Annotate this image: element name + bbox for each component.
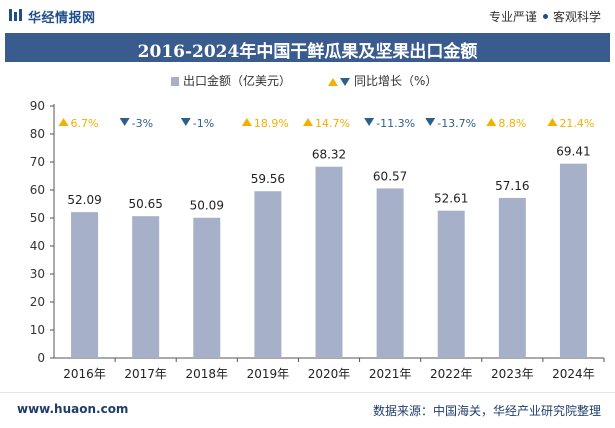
y-tick-label: 50 — [30, 211, 45, 225]
bar-value-label: 60.57 — [373, 169, 407, 183]
bar-value-label: 50.65 — [128, 197, 162, 211]
footer-url[interactable]: www.huaon.com — [17, 402, 129, 416]
bar — [193, 217, 221, 358]
bar-value-label: 69.41 — [556, 145, 590, 159]
x-tick-label: 2021年 — [369, 367, 412, 381]
growth-label: 21.4% — [559, 117, 594, 130]
legend-down-triangle-icon — [340, 78, 350, 86]
x-tick-label: 2016年 — [63, 367, 106, 381]
legend-label-growth: 同比增长（%） — [354, 74, 437, 88]
tagline-dot-icon — [542, 14, 548, 19]
title-bar: 2016-2024年中国干鲜瓜果及坚果出口金额 — [5, 33, 610, 62]
bar-value-label: 52.09 — [67, 193, 101, 207]
x-tick-label: 2020年 — [308, 367, 351, 381]
bar — [132, 216, 160, 358]
growth-up-triangle-icon — [303, 118, 313, 126]
footer: www.huaon.com 数据来源：中国海关，华经产业研究院整理 — [0, 392, 615, 428]
growth-up-triangle-icon — [486, 118, 497, 126]
x-tick-label: 2019年 — [247, 367, 290, 381]
bar-chart: 出口金额（亿美元） 同比增长（%） 0 10 20 30 40 50 60 70 80 90 52.09… — [30, 73, 605, 381]
x-tick-label: 2022年 — [430, 367, 473, 381]
bar — [559, 163, 587, 358]
growth-up-triangle-icon — [547, 118, 558, 126]
chart-title: 2016-2024年中国干鲜瓜果及坚果出口金额 — [137, 42, 478, 62]
brand-name: 华经情报网 — [28, 11, 96, 26]
growth-label: -1% — [193, 117, 214, 130]
x-tick-label: 2023年 — [491, 367, 534, 381]
growth-down-triangle-icon — [425, 118, 436, 126]
bar — [376, 188, 404, 358]
growth-up-triangle-icon — [58, 118, 69, 126]
bar — [254, 191, 282, 358]
bar — [71, 212, 99, 358]
growth-label: 18.9% — [254, 117, 289, 130]
footer-source: 数据来源：中国海关，华经产业研究院整理 — [372, 404, 601, 418]
growth-label: -3% — [132, 117, 153, 130]
legend-label-export: 出口金额（亿美元） — [183, 73, 291, 88]
growth-label: 14.7% — [315, 117, 350, 130]
y-tick-label: 90 — [30, 99, 45, 113]
bar — [315, 166, 343, 358]
x-tick-label: 2018年 — [186, 367, 229, 381]
growth-up-triangle-icon — [241, 118, 252, 126]
growth-label: 6.7% — [71, 117, 99, 130]
tagline-right: 客观科学 — [552, 10, 601, 24]
top-bar: 华经情报网 专业严谨 客观科学 — [0, 0, 615, 30]
x-tick-label: 2024年 — [552, 367, 595, 381]
tagline: 专业严谨 客观科学 — [489, 8, 601, 25]
legend-swatch-export — [171, 77, 179, 86]
bar-value-label: 57.16 — [495, 179, 529, 193]
chart-area: 出口金额（亿美元） 同比增长（%） 0 10 20 30 40 50 60 70 80 90 52.09… — [0, 62, 615, 392]
y-tick-label: 30 — [30, 267, 45, 281]
y-tick-label: 60 — [30, 183, 45, 197]
bar — [437, 210, 465, 358]
legend-up-triangle-icon — [328, 78, 338, 86]
y-tick-label: 0 — [37, 351, 45, 365]
bar-value-label: 68.32 — [312, 148, 346, 162]
y-tick-label: 40 — [30, 239, 45, 253]
brand-logo-icon — [9, 9, 22, 21]
growth-down-triangle-icon — [364, 118, 375, 126]
growth-label: -13.7% — [437, 117, 476, 130]
growth-label: 8.8% — [498, 117, 526, 130]
tagline-left: 专业严谨 — [488, 10, 537, 24]
y-tick-label: 10 — [30, 323, 45, 337]
y-tick-label: 70 — [30, 155, 45, 169]
y-tick-label: 20 — [30, 295, 45, 309]
growth-label: -11.3% — [376, 117, 415, 130]
bar — [498, 197, 526, 358]
bar-value-label: 50.09 — [190, 199, 224, 213]
growth-down-triangle-icon — [119, 118, 130, 126]
y-tick-label: 80 — [30, 127, 45, 141]
growth-down-triangle-icon — [180, 118, 191, 126]
bar-value-label: 59.56 — [251, 172, 285, 186]
x-tick-label: 2017年 — [124, 367, 167, 381]
bar-value-label: 52.61 — [434, 192, 468, 206]
